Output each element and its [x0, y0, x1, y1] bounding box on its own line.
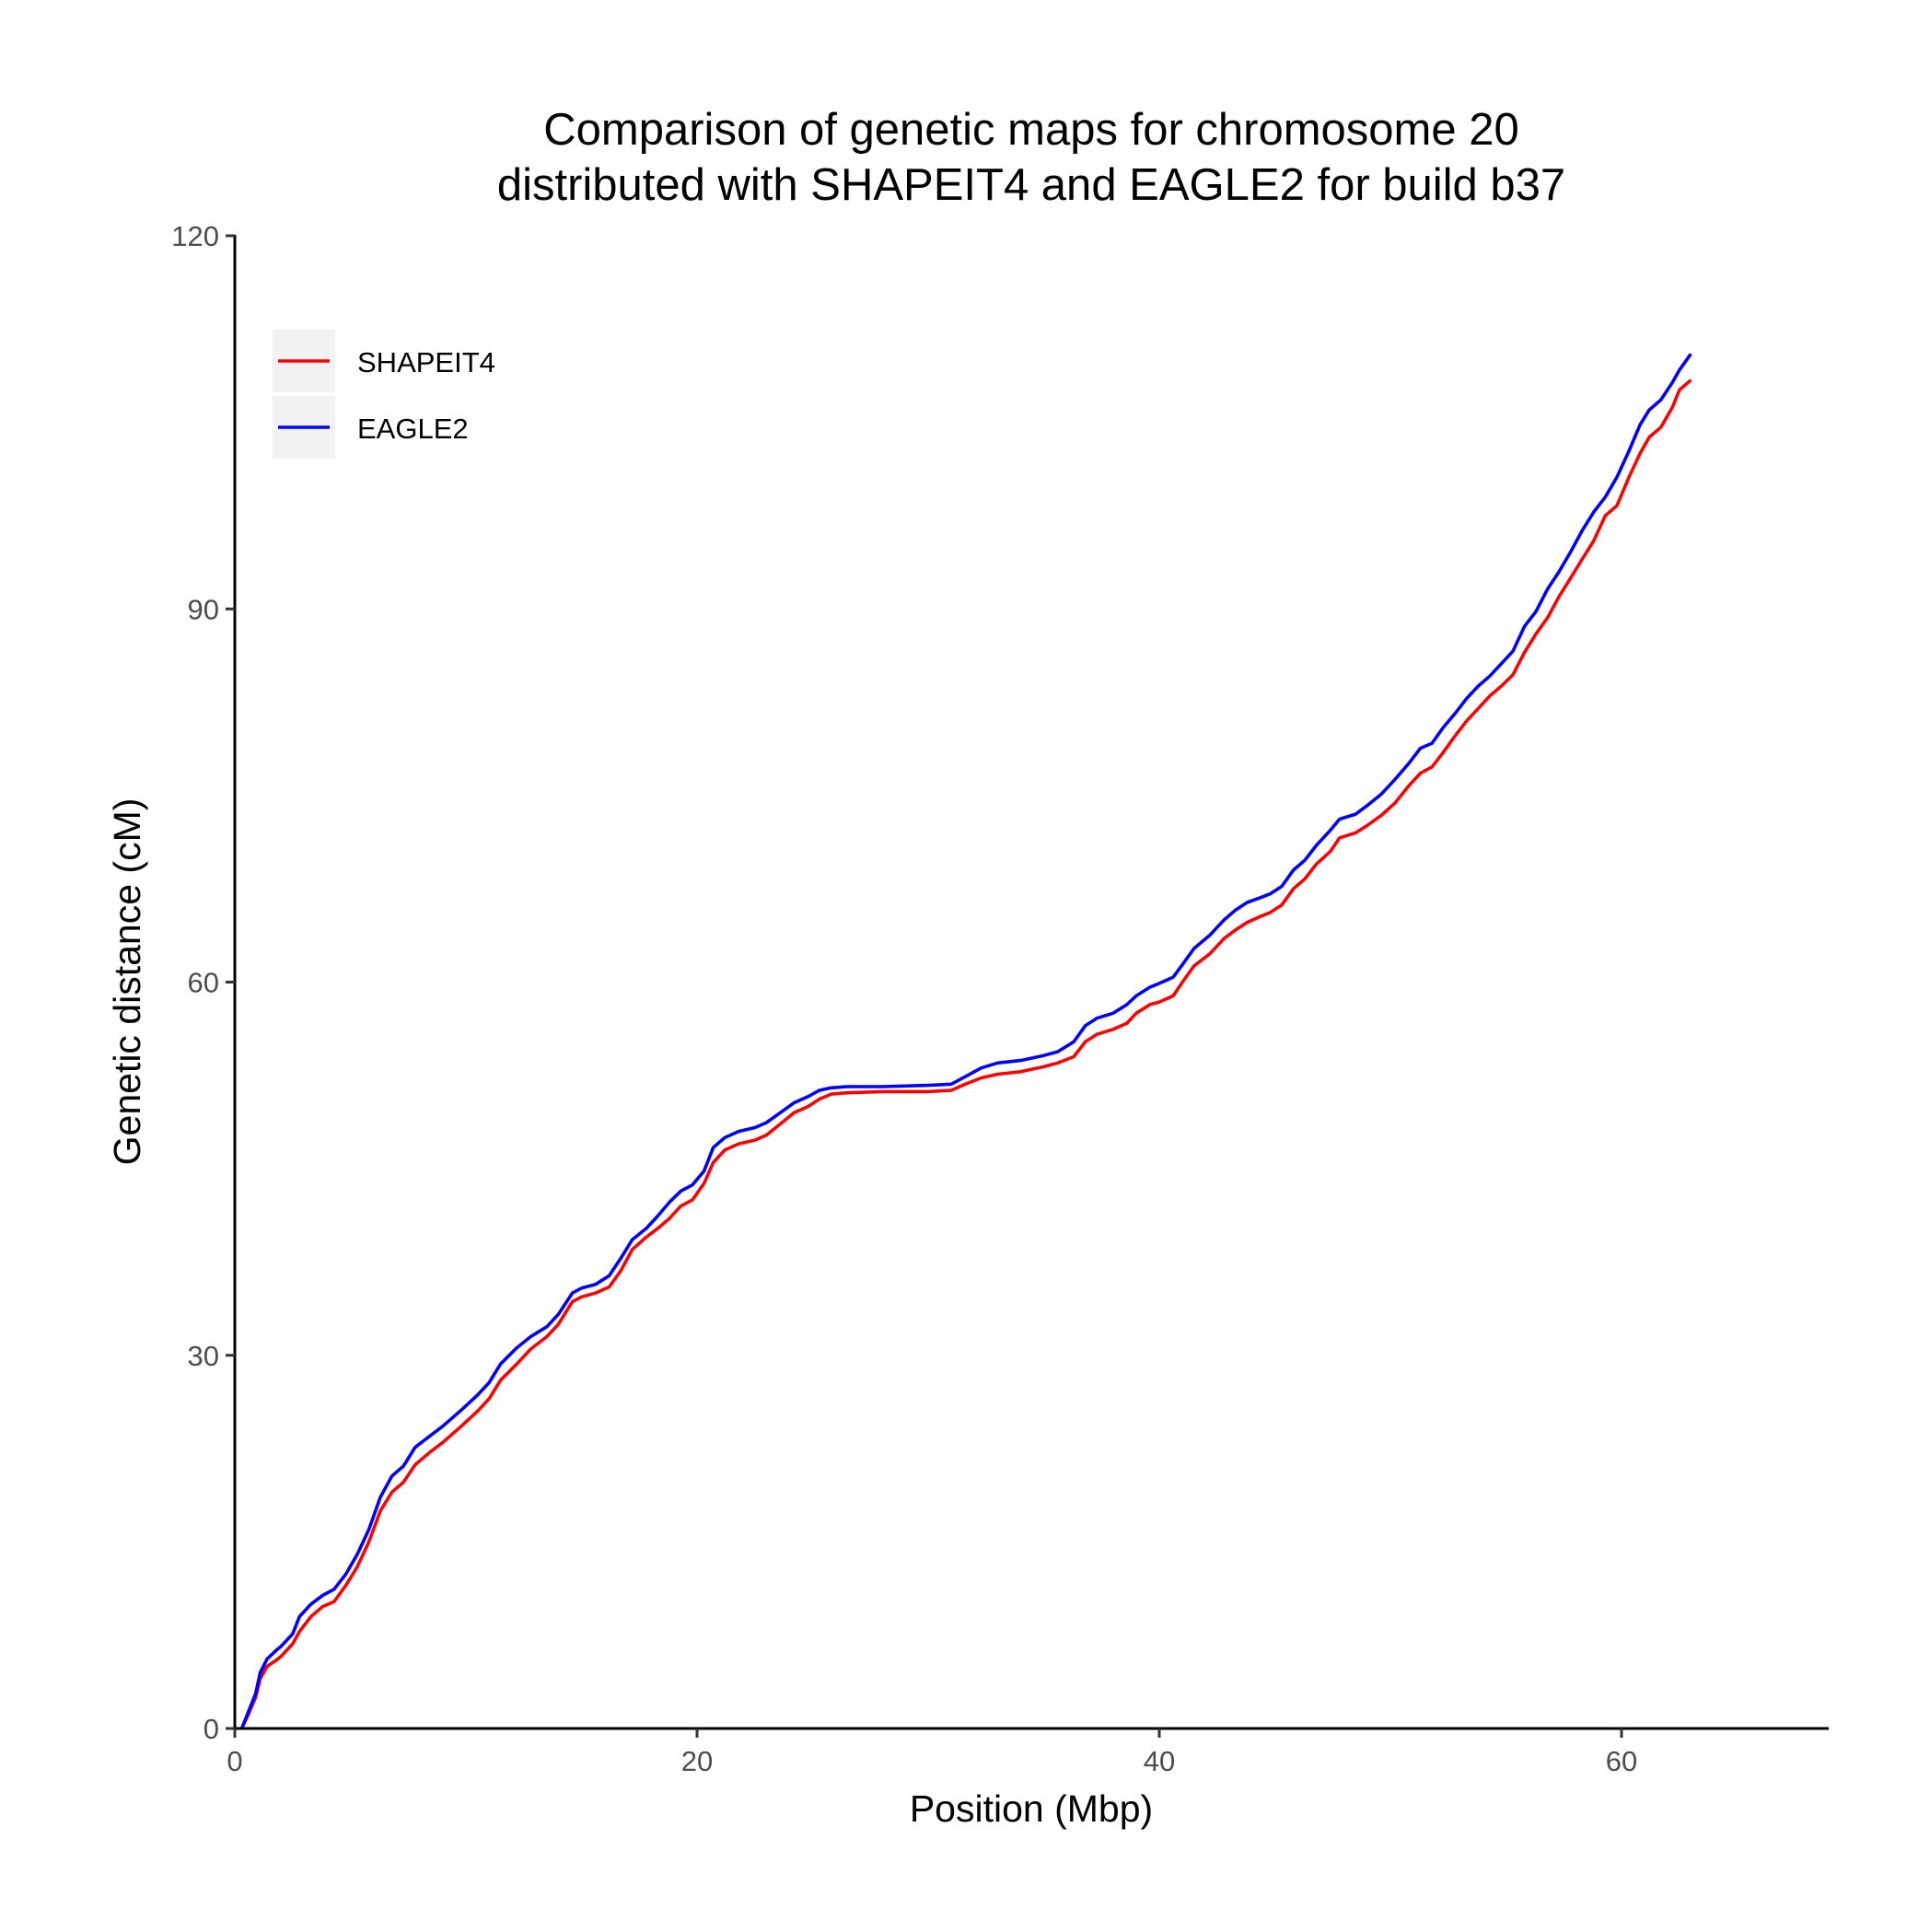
chart-title: Comparison of genetic maps for chromosom… [497, 105, 1565, 210]
x-axis-title: Position (Mbp) [910, 1787, 1153, 1830]
y-tick-label: 90 [188, 593, 219, 625]
x-tick-label: 60 [1606, 1745, 1637, 1777]
y-axis-ticks: 0 30 60 90 120 [171, 220, 235, 1745]
series-line-eagle2 [239, 353, 1692, 1729]
legend-label-eagle2: EAGLE2 [357, 413, 469, 445]
y-tick-label: 0 [203, 1713, 219, 1745]
chart-title-line-1: Comparison of genetic maps for chromosom… [543, 105, 1518, 155]
y-axis-title: Genetic distance (cM) [106, 798, 148, 1166]
y-tick-label: 30 [188, 1340, 219, 1372]
x-axis-ticks: 0 20 40 60 [227, 1728, 1637, 1777]
y-tick-label: 60 [188, 967, 219, 999]
plot-area: 0 30 60 90 120 0 20 40 60 [171, 220, 1829, 1777]
legend-item-eagle2: EAGLE2 [273, 396, 469, 459]
y-tick-label: 120 [171, 220, 219, 252]
x-tick-label: 40 [1144, 1745, 1175, 1777]
legend-label-shapeit4: SHAPEIT4 [357, 346, 495, 378]
x-tick-label: 20 [681, 1745, 713, 1777]
chart-title-line-2: distributed with SHAPEIT4 and EAGLE2 for… [497, 160, 1565, 210]
legend-item-shapeit4: SHAPEIT4 [273, 330, 495, 392]
series-line-shapeit4 [239, 378, 1692, 1729]
x-tick-label: 0 [227, 1745, 242, 1777]
series-layer [239, 353, 1692, 1729]
legend: SHAPEIT4 EAGLE2 [273, 330, 495, 459]
